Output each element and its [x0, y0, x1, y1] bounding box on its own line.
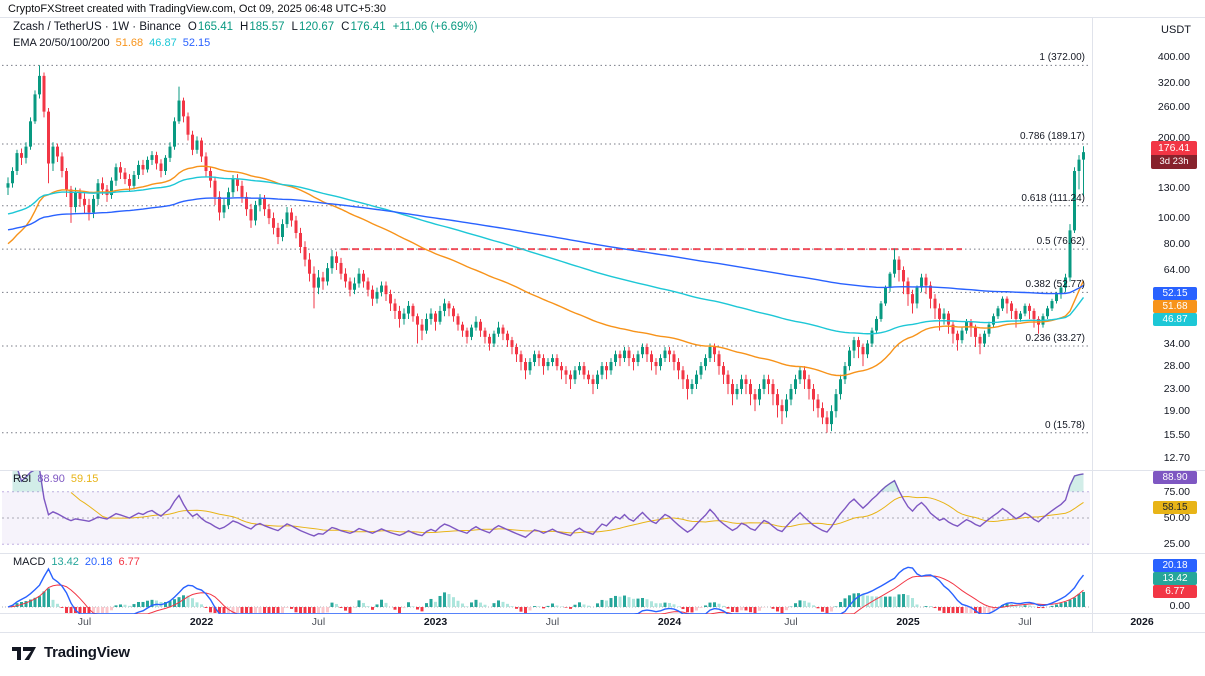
- price-axis-tick: 64.00: [1163, 264, 1190, 276]
- time-axis-tick: 2025: [896, 616, 920, 628]
- macd-label[interactable]: MACD: [13, 556, 46, 568]
- price-axis-tick: 260.00: [1157, 101, 1190, 114]
- ema200-badge: 52.15: [1153, 287, 1197, 300]
- rsi-pane: [2, 471, 1090, 545]
- price-axis-tick: 12.70: [1163, 451, 1190, 464]
- ema50-badge: 51.68: [1153, 300, 1197, 313]
- price-axis-tick: 23.00: [1163, 382, 1190, 395]
- price-axis-tick: 100.00: [1157, 212, 1190, 225]
- time-axis-tick: 2024: [657, 616, 682, 628]
- price-axis-tick: 15.50: [1163, 428, 1190, 441]
- low-label: L: [291, 21, 298, 33]
- ema100-value: 46.87: [149, 37, 177, 49]
- open-label: O: [187, 21, 197, 33]
- price-axis-tick: 130.00: [1157, 181, 1190, 194]
- high-label: H: [240, 21, 249, 33]
- fib-level-label: 0.5 (76.62): [1036, 236, 1085, 248]
- footer: TradingView: [12, 644, 130, 661]
- price-axis-tick: 19.00: [1163, 405, 1190, 418]
- ema100-badge: 46.87: [1153, 313, 1197, 326]
- price-axis-tick: 320.00: [1157, 76, 1190, 89]
- fib-level-label: 0.786 (189.17): [1019, 131, 1085, 143]
- macd-pane: [2, 566, 1090, 614]
- tradingview-logo-text[interactable]: TradingView: [44, 644, 130, 661]
- macd-signal-value: 6.77: [118, 556, 140, 568]
- price-axis-tick: 28.00: [1163, 360, 1190, 373]
- time-axis-tick: Jul: [311, 616, 326, 628]
- macd-line-badge: 20.18: [1153, 559, 1197, 572]
- close-value: 176.41: [350, 21, 386, 33]
- current-price-badge: 176.41 3d 23h: [1151, 141, 1197, 169]
- attribution-text: CryptoFXStreet created with TradingView.…: [8, 3, 386, 15]
- time-axis-tick: Jul: [784, 616, 798, 628]
- ema-label[interactable]: EMA 20/50/100/200: [13, 37, 110, 49]
- price-axis-tick: 34.00: [1163, 337, 1190, 350]
- fib-level-label: 0 (15.78): [1044, 419, 1085, 431]
- change-value: +11.06 (+6.69%): [392, 21, 478, 33]
- macd-signal-badge: 6.77: [1153, 585, 1197, 598]
- time-axis-tick: 2022: [189, 616, 214, 628]
- price-axis-tick: 80.00: [1163, 238, 1190, 251]
- fib-level-label: 0.618 (111.24): [1021, 192, 1085, 204]
- fib-level-label: 0.382 (52.77): [1025, 279, 1086, 291]
- symbol-legend: Zcash / TetherUS · 1W · Binance O165.41 H1…: [13, 21, 477, 33]
- tradingview-logo-icon[interactable]: [12, 645, 38, 661]
- price-axis-tick: 400.00: [1157, 51, 1190, 63]
- main-pane: [2, 64, 1090, 434]
- low-value: 120.67: [298, 21, 335, 33]
- price-axis-tick: 200.00: [1157, 131, 1190, 144]
- fib-level-label: 0.236 (33.27): [1025, 333, 1086, 345]
- rsi-ma-badge: 58.15: [1153, 501, 1197, 514]
- fib-level-label: 1 (372.00): [1039, 52, 1085, 64]
- macd-hist-badge: 13.42: [1153, 572, 1197, 585]
- time-axis-tick: 2023: [423, 616, 448, 628]
- rsi-legend: RSI 88.90 59.15: [13, 473, 98, 485]
- rsi-axis-tick: 25.00: [1163, 538, 1190, 551]
- bar-close-countdown: 3d 23h: [1151, 155, 1197, 169]
- ohlc-close: C176.41: [341, 21, 386, 33]
- macd-line-value: 20.18: [84, 556, 113, 568]
- high-value: 185.57: [249, 21, 285, 33]
- current-price-value: 176.41: [1151, 141, 1197, 155]
- currency-label: USDT: [1161, 24, 1191, 36]
- ohlc-open: O165.41: [188, 21, 233, 33]
- ema-legend: EMA 20/50/100/200 51.68 46.87 52.15: [13, 37, 210, 49]
- ema200-value: 52.15: [182, 37, 211, 49]
- rsi-badge: 88.90: [1153, 471, 1197, 484]
- time-axis-tick: Jul: [77, 616, 92, 628]
- symbol-title[interactable]: Zcash / TetherUS · 1W · Binance: [13, 21, 181, 33]
- rsi-ma-value: 59.15: [70, 473, 99, 485]
- time-axis-tick: Jul: [1018, 616, 1032, 628]
- rsi-axis-tick: 50.00: [1163, 512, 1190, 524]
- rsi-value: 88.90: [37, 473, 65, 485]
- ema50-value: 51.68: [115, 37, 144, 49]
- close-label: C: [341, 21, 350, 33]
- macd-legend: MACD 13.42 20.18 6.77: [13, 556, 140, 568]
- macd-zero-label: 0.00: [1169, 600, 1190, 612]
- open-value: 165.41: [197, 21, 234, 33]
- macd-hist-value: 13.42: [51, 556, 79, 568]
- rsi-label[interactable]: RSI: [13, 473, 32, 485]
- ohlc-low: L120.67: [292, 21, 335, 33]
- time-axis-tick: 2026: [1130, 616, 1154, 628]
- time-axis-tick: Jul: [545, 616, 560, 628]
- ohlc-high: H185.57: [240, 21, 285, 33]
- rsi-axis-tick: 75.00: [1163, 485, 1190, 498]
